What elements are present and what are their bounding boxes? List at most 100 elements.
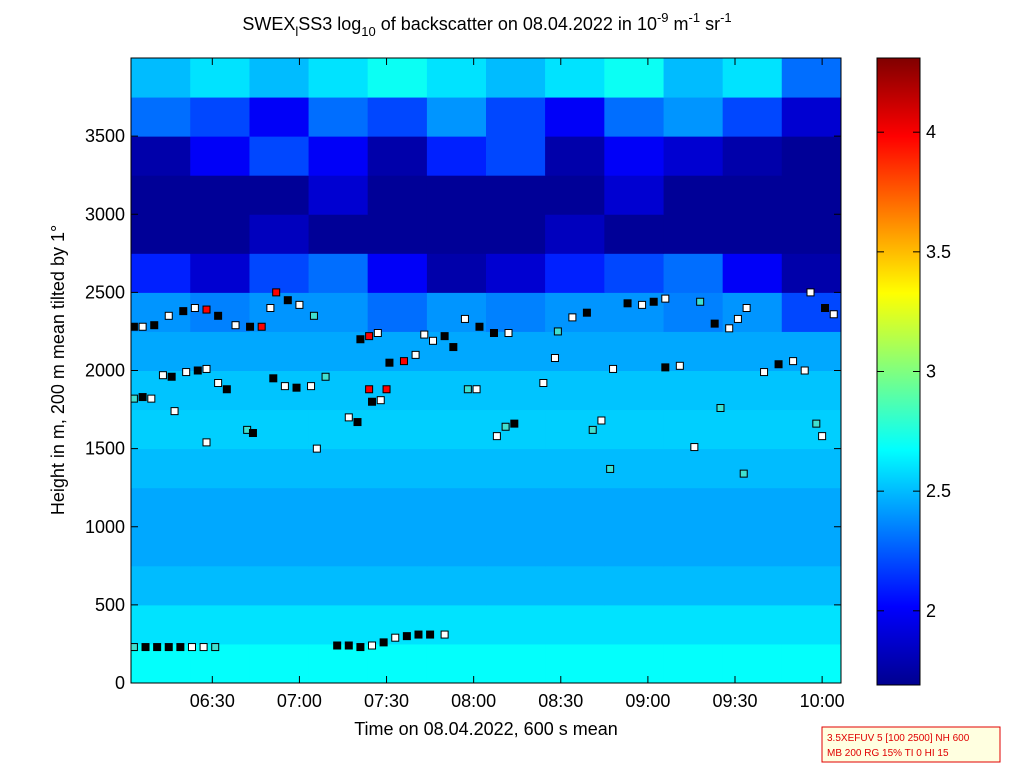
- heat-cell: [545, 175, 605, 215]
- point: [353, 418, 362, 427]
- point: [463, 385, 472, 394]
- heat-cell: [308, 526, 369, 567]
- point: [365, 332, 374, 341]
- heat-cell: [663, 175, 724, 215]
- title-part: SWEX: [242, 14, 295, 34]
- heat-cell: [722, 370, 783, 411]
- point: [138, 393, 147, 402]
- point: [309, 311, 318, 320]
- heat-cell: [190, 370, 250, 411]
- heat-cell: [663, 97, 724, 137]
- heat-cell: [486, 487, 546, 528]
- point: [257, 322, 266, 331]
- point: [292, 383, 301, 392]
- heat-cell: [308, 136, 369, 176]
- point: [167, 372, 176, 381]
- heat-cell: [781, 370, 841, 411]
- point: [411, 350, 420, 359]
- colorbar-tick-label: 2: [926, 601, 936, 621]
- colorbar-tick-label: 2.5: [926, 481, 951, 501]
- heat-cell: [722, 448, 783, 489]
- heat-cell: [604, 604, 665, 645]
- heat-cell: [308, 214, 369, 254]
- heat-cell: [249, 175, 310, 215]
- point: [269, 374, 278, 383]
- heat-cell: [781, 175, 841, 215]
- point: [429, 336, 438, 345]
- heat-cell: [426, 214, 487, 254]
- heat-cell: [367, 370, 428, 411]
- heat-cell: [781, 604, 841, 645]
- point: [170, 407, 179, 416]
- heat-cell: [131, 565, 191, 606]
- heat-cell: [426, 409, 487, 450]
- title-part: -1: [689, 10, 701, 25]
- point: [176, 643, 185, 652]
- point: [440, 630, 449, 639]
- point: [368, 641, 377, 650]
- annotation: 3.5XEFUV 5 [100 2500] NH 600: [827, 733, 970, 744]
- point: [202, 438, 211, 447]
- y-tick-label: 3500: [85, 126, 125, 146]
- heat-cell: [545, 253, 605, 293]
- point: [661, 294, 670, 303]
- x-tick-label: 08:00: [451, 691, 496, 711]
- heat-cell: [190, 214, 250, 254]
- heat-cell: [604, 487, 665, 528]
- heat-cell: [426, 253, 487, 293]
- heat-cell: [308, 253, 369, 293]
- heat-cell: [604, 370, 665, 411]
- heat-cell: [131, 331, 191, 371]
- point: [774, 360, 783, 369]
- heat-cell: [131, 448, 191, 489]
- x-tick-label: 07:00: [277, 691, 322, 711]
- heat-cell: [545, 292, 605, 332]
- heat-cell: [663, 487, 724, 528]
- heat-cell: [781, 136, 841, 176]
- heat-cell: [722, 58, 783, 98]
- point: [214, 379, 223, 387]
- heat-cell: [190, 136, 250, 176]
- heat-cell: [663, 643, 724, 683]
- heat-cell: [663, 136, 724, 176]
- heat-cell: [308, 487, 369, 528]
- heat-cell: [367, 448, 428, 489]
- heat-cell: [545, 643, 605, 683]
- point: [295, 300, 304, 309]
- y-axis-label: Height in m, 200 m mean tilted by 1°: [48, 225, 68, 515]
- heat-cell: [663, 370, 724, 411]
- title-part: sr: [700, 14, 720, 34]
- point: [164, 643, 173, 652]
- heat-cell: [781, 409, 841, 450]
- heat-cell: [486, 370, 546, 411]
- title-part: -9: [657, 10, 669, 25]
- heat-cell: [781, 58, 841, 98]
- point: [138, 322, 147, 331]
- title-part: -1: [720, 10, 732, 25]
- point: [510, 419, 519, 428]
- heat-cell: [486, 448, 546, 489]
- heat-cell: [663, 565, 724, 606]
- point: [231, 321, 240, 330]
- x-tick-label: 09:00: [625, 691, 670, 711]
- chart-title: SWEXlSS3 log10 of backscatter on 08.04.2…: [242, 10, 731, 39]
- heat-cell: [190, 409, 250, 450]
- point: [710, 319, 719, 328]
- title-part: SS3 log: [298, 14, 361, 34]
- heat-cell: [486, 214, 546, 254]
- heat-cell: [722, 487, 783, 528]
- heat-cell: [190, 175, 250, 215]
- point: [716, 404, 725, 412]
- heat-cell: [545, 136, 605, 176]
- point: [553, 327, 562, 336]
- heat-cell: [663, 448, 724, 489]
- heat-cell: [545, 448, 605, 489]
- heat-cell: [545, 565, 605, 606]
- point: [402, 632, 411, 641]
- heat-cell: [249, 565, 310, 606]
- heat-cell: [545, 58, 605, 98]
- heat-cell: [486, 253, 546, 293]
- heat-cell: [781, 487, 841, 528]
